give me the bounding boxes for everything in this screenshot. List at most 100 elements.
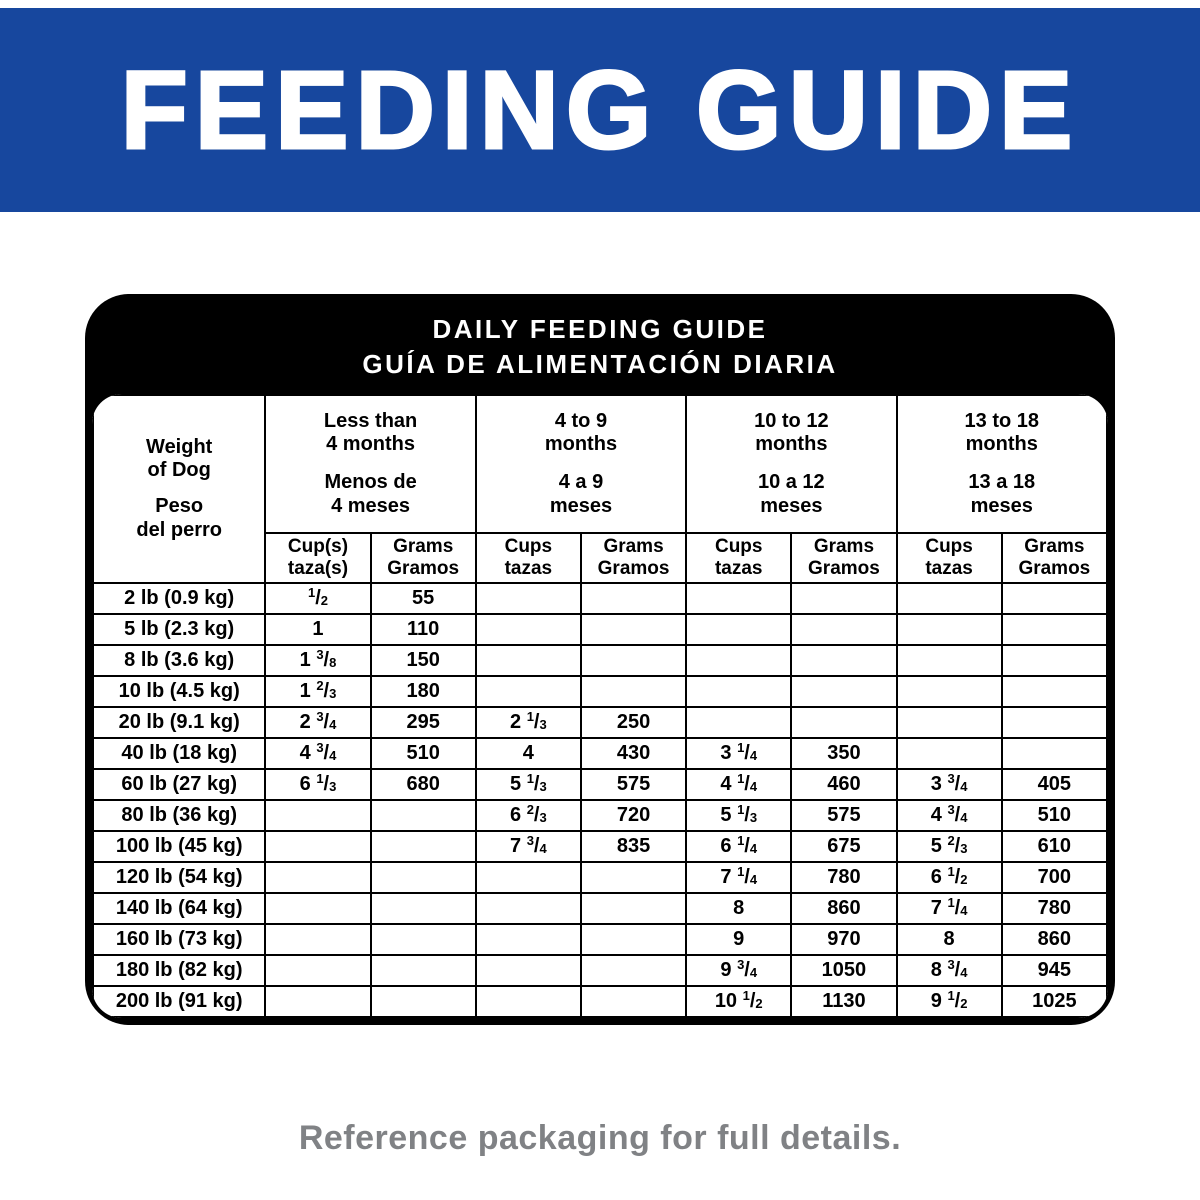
weight-cell: 8 lb (3.6 kg)	[92, 644, 267, 677]
cups-value-cell	[685, 675, 793, 708]
cups-value-cell	[685, 644, 793, 677]
grams-value-cell	[790, 706, 898, 739]
grams-header-0: Grams Gramos	[369, 532, 477, 584]
cups-value-cell	[474, 892, 582, 925]
grams-value-cell: 945	[1000, 954, 1108, 987]
grams-value-cell	[579, 954, 688, 987]
table-row: 100 lb (45 kg) 7 3/4 835 6 1/4 675 5 2/3 610	[92, 830, 1108, 863]
cups-value-cell	[895, 582, 1003, 615]
table-row: 140 lb (64 kg) 8 860 7 1/4 780	[92, 892, 1108, 925]
weight-cell: 2 lb (0.9 kg)	[92, 582, 267, 615]
age-group-header-1: 4 to 9 months 4 a 9 meses	[474, 394, 688, 534]
page-title: FEEDING GUIDE	[119, 47, 1080, 173]
cups-value-cell: 10 1/2	[685, 985, 793, 1018]
grams-value-cell	[579, 923, 688, 956]
grams-value-cell	[369, 830, 477, 863]
grams-value-cell: 860	[1000, 923, 1108, 956]
weight-cell: 140 lb (64 kg)	[92, 892, 267, 925]
cups-value-cell	[685, 613, 793, 646]
grams-value-cell: 430	[579, 737, 688, 770]
cups-value-cell: 7 1/4	[895, 892, 1003, 925]
cups-value-cell: 9 3/4	[685, 954, 793, 987]
table-row: 5 lb (2.3 kg) 1 110	[92, 613, 1108, 646]
cups-value-cell	[895, 675, 1003, 708]
grams-value-cell: 1025	[1000, 985, 1108, 1018]
cups-value-cell: 4 3/4	[895, 799, 1003, 832]
grams-value-cell: 150	[369, 644, 477, 677]
cups-value-cell: 4 3/4	[264, 737, 372, 770]
cups-value-cell: 9	[685, 923, 793, 956]
age-group-header-0: Less than 4 months Menos de 4 meses	[264, 394, 477, 534]
cups-value-cell	[474, 954, 582, 987]
cups-value-cell	[474, 985, 582, 1018]
grams-value-cell: 55	[369, 582, 477, 615]
grams-value-cell	[1000, 706, 1108, 739]
cups-value-cell	[685, 582, 793, 615]
table-row: 120 lb (54 kg) 7 1/4 780 6 1/2 700	[92, 861, 1108, 894]
grams-value-cell: 510	[369, 737, 477, 770]
grams-value-cell	[1000, 613, 1108, 646]
grams-value-cell: 575	[790, 799, 898, 832]
weight-cell: 60 lb (27 kg)	[92, 768, 267, 801]
cups-value-cell: 8	[685, 892, 793, 925]
grams-value-cell: 1130	[790, 985, 898, 1018]
grams-value-cell	[369, 923, 477, 956]
cups-value-cell	[895, 737, 1003, 770]
card-header: DAILY FEEDING GUIDE GUÍA DE ALIMENTACIÓN…	[92, 294, 1108, 394]
cups-value-cell: 8	[895, 923, 1003, 956]
cups-value-cell	[474, 582, 582, 615]
table-row: 200 lb (91 kg) 10 1/2 1130 9 1/2 1025	[92, 985, 1108, 1018]
grams-value-cell	[369, 892, 477, 925]
grams-value-cell: 680	[369, 768, 477, 801]
cups-value-cell	[685, 706, 793, 739]
cups-header-0: Cup(s) taza(s)	[264, 532, 372, 584]
feeding-guide-graphic: FEEDING GUIDE DAILY FEEDING GUIDE GUÍA D…	[0, 8, 1200, 1200]
table-row: 180 lb (82 kg) 9 3/4 1050 8 3/4 945	[92, 954, 1108, 987]
cups-value-cell	[264, 954, 372, 987]
weight-cell: 40 lb (18 kg)	[92, 737, 267, 770]
cups-value-cell	[474, 861, 582, 894]
grams-value-cell: 460	[790, 768, 898, 801]
weight-cell: 20 lb (9.1 kg)	[92, 706, 267, 739]
grams-value-cell: 780	[790, 861, 898, 894]
grams-value-cell	[579, 644, 688, 677]
grams-value-cell: 835	[579, 830, 688, 863]
table-row: 80 lb (36 kg) 6 2/3 720 5 1/3 575 4 3/4 510	[92, 799, 1108, 832]
grams-value-cell	[790, 582, 898, 615]
grams-value-cell	[579, 985, 688, 1018]
cups-value-cell: 7 1/4	[685, 861, 793, 894]
cups-value-cell	[264, 892, 372, 925]
table-row: 160 lb (73 kg) 9 970 8 860	[92, 923, 1108, 956]
cups-value-cell	[895, 706, 1003, 739]
cups-value-cell: 4	[474, 737, 582, 770]
grams-value-cell: 1050	[790, 954, 898, 987]
grams-value-cell	[369, 954, 477, 987]
grams-value-cell	[579, 892, 688, 925]
cups-value-cell: 5 1/3	[474, 768, 582, 801]
grams-value-cell	[1000, 675, 1108, 708]
cups-value-cell: 2 1/3	[474, 706, 582, 739]
grams-value-cell	[579, 675, 688, 708]
cups-value-cell: 6 1/3	[264, 768, 372, 801]
grams-value-cell	[369, 985, 477, 1018]
cups-value-cell	[895, 613, 1003, 646]
grams-header-2: Grams Gramos	[790, 532, 898, 584]
daily-feeding-card: DAILY FEEDING GUIDE GUÍA DE ALIMENTACIÓN…	[85, 294, 1115, 1025]
cups-value-cell: 6 1/4	[685, 830, 793, 863]
cups-value-cell: 3 1/4	[685, 737, 793, 770]
grams-value-cell	[579, 613, 688, 646]
cups-value-cell: 2 3/4	[264, 706, 372, 739]
grams-value-cell	[579, 582, 688, 615]
grams-value-cell: 295	[369, 706, 477, 739]
cups-value-cell: 1 2/3	[264, 675, 372, 708]
weight-cell: 120 lb (54 kg)	[92, 861, 267, 894]
cups-value-cell	[474, 675, 582, 708]
grams-value-cell	[790, 644, 898, 677]
cups-value-cell: 5 2/3	[895, 830, 1003, 863]
cups-value-cell: 4 1/4	[685, 768, 793, 801]
cups-value-cell: 1 3/8	[264, 644, 372, 677]
cups-value-cell	[474, 923, 582, 956]
grams-value-cell: 350	[790, 737, 898, 770]
weight-cell: 5 lb (2.3 kg)	[92, 613, 267, 646]
grams-value-cell: 610	[1000, 830, 1108, 863]
